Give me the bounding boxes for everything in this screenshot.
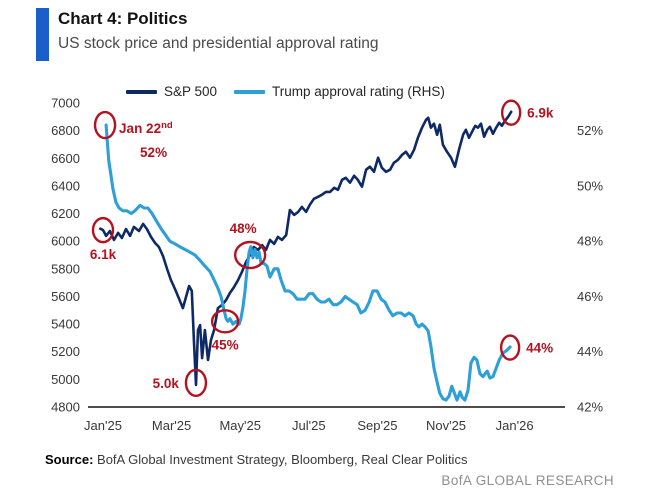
- annotation-circle-low-5k: [184, 368, 208, 398]
- y-left-tick: 6200: [51, 206, 80, 221]
- annotation-circle-sp-start: [91, 216, 115, 244]
- x-tick: Jan'25: [84, 418, 122, 433]
- y-left-tick: 6000: [51, 234, 80, 249]
- y-left-tick: 5000: [51, 372, 80, 387]
- x-tick: Sep'25: [357, 418, 397, 433]
- annotation-label-low-5k: 5.0k: [153, 376, 180, 391]
- annotation-label-cross-48: 48%: [230, 221, 257, 236]
- x-tick: Jul'25: [292, 418, 326, 433]
- source-text: BofA Global Investment Strategy, Bloombe…: [93, 452, 468, 467]
- annotation-circle-cross-48: [233, 240, 267, 270]
- x-tick: May'25: [219, 418, 261, 433]
- legend-label-sp500: S&P 500: [164, 84, 218, 99]
- y-left-tick: 5600: [51, 289, 80, 304]
- y-right-tick: 50%: [577, 178, 603, 193]
- annotation-label-jan22: 52%: [140, 145, 167, 160]
- page-title: Chart 4: Politics: [58, 9, 188, 28]
- series-approval: [104, 123, 512, 402]
- brand-mark: BofA GLOBAL RESEARCH: [441, 473, 614, 488]
- y-left-tick: 4800: [51, 400, 80, 415]
- chart-canvas: 4800 5000 5200 5400 5600 5800 6000 6200 6400 6600…: [51, 96, 603, 434]
- y-right-tick: 52%: [577, 123, 603, 138]
- annotation-label-end-44: 44%: [526, 341, 553, 356]
- axis-tick-labels: 4800 5000 5200 5400 5600 5800 6000 6200 6400 6600…: [51, 96, 603, 434]
- legend-item-sp500: S&P 500: [126, 84, 217, 99]
- source-label: Source:: [45, 452, 94, 467]
- legend-label-approval: Trump approval rating (RHS): [272, 84, 445, 99]
- page-subtitle: US stock price and presidential approval…: [58, 35, 379, 52]
- annotation-circle-jan22: [93, 110, 117, 140]
- y-left-tick: 5200: [51, 344, 80, 359]
- annotation-label-dip-45: 45%: [212, 337, 239, 352]
- annotation-circle-end-44: [499, 334, 521, 361]
- x-tick: Nov'25: [426, 418, 466, 433]
- annotation-circle-dip-45: [210, 309, 240, 334]
- annotation-circle-end-69: [500, 99, 522, 126]
- annotations: Jan 22nd 52% 6.1k 48% 45% 5.0k 6.9k 44%: [90, 99, 554, 398]
- source-line: Source: BofA Global Investment Strategy,…: [45, 452, 467, 467]
- x-tick: Mar'25: [152, 418, 191, 433]
- sp500-line-swatch: [126, 89, 157, 94]
- approval-line-swatch: [234, 89, 266, 94]
- legend: S&P 500 Trump approval rating (RHS): [126, 84, 445, 99]
- y-right-tick: 44%: [577, 344, 603, 359]
- annotation-label-end-69: 6.9k: [527, 106, 554, 121]
- y-left-tick: 6400: [51, 178, 80, 193]
- series-sp500: [99, 110, 513, 387]
- y-right-tick: 48%: [577, 234, 603, 249]
- annotation-label-sp-start: 6.1k: [90, 247, 117, 262]
- y-right-tick: 42%: [577, 400, 603, 415]
- x-tick: Jan'26: [496, 418, 534, 433]
- legend-item-approval: Trump approval rating (RHS): [234, 84, 445, 99]
- y-left-tick: 7000: [51, 96, 80, 111]
- y-left-tick: 6600: [51, 151, 80, 166]
- accent-bar: [36, 8, 49, 61]
- y-left-tick: 6800: [51, 123, 80, 138]
- annotation-label-jan22: Jan 22nd: [119, 120, 173, 136]
- y-left-tick: 5400: [51, 317, 80, 332]
- y-right-tick: 46%: [577, 289, 603, 304]
- y-left-tick: 5800: [51, 261, 80, 276]
